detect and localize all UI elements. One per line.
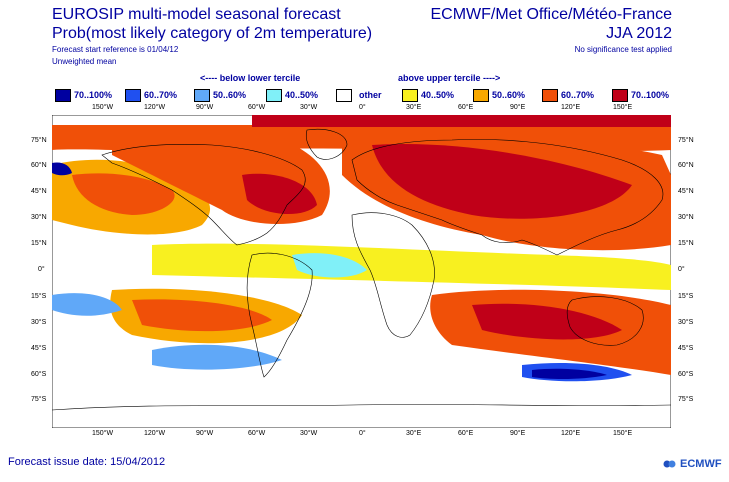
legend-swatch-below-40-50	[266, 89, 282, 102]
legend-label-below-40-50: 40..50%	[285, 90, 319, 100]
mean-type: Unweighted mean	[52, 57, 117, 66]
lat-label-left-75s: 75°S	[31, 396, 47, 403]
lat-label-left-15s: 15°S	[31, 293, 47, 300]
lon-label-bottom-90e: 90°E	[510, 430, 526, 437]
lon-label-top-150w: 150°W	[92, 104, 114, 111]
coast-australia	[566, 296, 644, 346]
lon-label-bottom-60w: 60°W	[248, 430, 266, 437]
lat-label-right-15s: 15°S	[678, 293, 694, 300]
forecast-start-ref: Forecast start reference is 01/04/12	[52, 45, 179, 54]
lon-label-bottom-30w: 30°W	[300, 430, 318, 437]
season-title: JJA 2012	[606, 25, 672, 42]
field-tropics-mild	[152, 243, 671, 290]
lon-label-top-150e: 150°E	[613, 104, 633, 111]
field-west-pacific-cold	[52, 293, 122, 316]
legend-label-above-70-100: 70..100%	[631, 90, 670, 100]
lon-label-top-90e: 90°E	[510, 104, 526, 111]
lat-label-right-60n: 60°N	[678, 162, 694, 169]
lat-label-left-75n: 75°N	[31, 137, 47, 144]
legend-label-below-60-70: 60..70%	[144, 90, 178, 100]
coast-greenland	[305, 128, 348, 160]
lon-label-top-90w: 90°W	[196, 104, 214, 111]
lon-label-top-30e: 30°E	[406, 104, 422, 111]
lat-label-left-30n: 30°N	[31, 214, 47, 221]
probability-fields	[52, 115, 671, 382]
ecmwf-logo-text: ECMWF	[680, 458, 722, 470]
legend-swatch-above-40-50	[402, 89, 418, 102]
lon-label-bottom-60e: 60°E	[458, 430, 474, 437]
lon-label-bottom-90w: 90°W	[196, 430, 214, 437]
lat-label-right-60s: 60°S	[678, 371, 694, 378]
coast-africa	[351, 212, 435, 338]
ecmwf-logo-icon	[663, 460, 676, 468]
lat-label-right-30n: 30°N	[678, 214, 694, 221]
lat-label-right-30s: 30°S	[678, 319, 694, 326]
lat-label-right-0: 0°	[678, 266, 685, 273]
lon-label-top-120w: 120°W	[144, 104, 166, 111]
lon-label-top-0: 0°	[359, 104, 366, 111]
field-south-indian-hot	[472, 303, 622, 340]
lat-label-right-75n: 75°N	[678, 137, 694, 144]
lat-label-left-60n: 60°N	[31, 162, 47, 169]
title-line-1: EUROSIP multi-model seasonal forecast	[52, 6, 341, 23]
field-southern-ocean-very-cold	[532, 368, 607, 380]
coast-north-america	[101, 144, 306, 246]
lat-label-right-45s: 45°S	[678, 345, 694, 352]
significance-note: No significance test applied	[574, 45, 672, 54]
coast-eurasia	[351, 139, 664, 256]
field-north-pacific-hot	[72, 173, 175, 215]
lon-label-bottom-120e: 120°E	[561, 430, 581, 437]
coast-south-america	[246, 252, 313, 378]
lat-label-left-60s: 60°S	[31, 371, 47, 378]
legend-swatch-below-70-100	[55, 89, 71, 102]
lat-label-right-75s: 75°S	[678, 396, 694, 403]
lat-label-left-15n: 15°N	[31, 240, 47, 247]
legend-swatch-below-50-60	[194, 89, 210, 102]
lon-label-top-60e: 60°E	[458, 104, 474, 111]
lat-label-right-15n: 15°N	[678, 240, 694, 247]
field-south-pacific-cold	[152, 344, 282, 370]
lon-label-bottom-150w: 150°W	[92, 430, 114, 437]
legend-label-below-70-100: 70..100%	[74, 90, 113, 100]
lon-label-top-120e: 120°E	[561, 104, 581, 111]
centres-title: ECMWF/Met Office/Météo-France	[430, 6, 672, 23]
forecast-issue-date: Forecast issue date: 15/04/2012	[8, 456, 166, 468]
legend-label-above-40-50: 40..50%	[421, 90, 455, 100]
field-bering-cold	[52, 162, 72, 176]
lon-label-bottom-150e: 150°E	[613, 430, 633, 437]
lon-label-top-30w: 30°W	[300, 104, 318, 111]
lat-label-left-30s: 30°S	[31, 319, 47, 326]
legend-label-above-60-70: 60..70%	[561, 90, 595, 100]
field-north-america-hot	[242, 173, 317, 215]
lon-label-bottom-30e: 30°E	[406, 430, 422, 437]
legend-swatch-below-60-70	[125, 89, 141, 102]
coast-antarctica	[52, 404, 671, 411]
lon-label-bottom-120w: 120°W	[144, 430, 166, 437]
lat-label-left-45s: 45°S	[31, 345, 47, 352]
legend-swatch-above-50-60	[473, 89, 489, 102]
field-atlantic-cold	[292, 253, 367, 278]
legend-swatch-other	[336, 89, 352, 102]
field-south-pacific-hot	[132, 299, 272, 332]
coastlines	[52, 128, 671, 411]
lat-label-right-45n: 45°N	[678, 188, 694, 195]
legend-swatch-above-70-100	[612, 89, 628, 102]
lat-label-left-45n: 45°N	[31, 188, 47, 195]
probability-map	[52, 115, 671, 428]
legend-swatch-above-60-70	[542, 89, 558, 102]
title-line-2: Prob(most likely category of 2m temperat…	[52, 25, 373, 42]
legend-label-above-50-60: 50..60%	[492, 90, 526, 100]
legend-above-heading: above upper tercile ---->	[398, 73, 501, 83]
field-eurasia-hot	[372, 144, 632, 219]
field-arctic-hot	[252, 115, 671, 127]
lon-label-top-60w: 60°W	[248, 104, 266, 111]
ecmwf-logo: ECMWF	[663, 458, 722, 470]
legend-label-below-50-60: 50..60%	[213, 90, 247, 100]
lat-label-left-0: 0°	[38, 266, 45, 273]
legend-label-other: other	[359, 90, 382, 100]
lon-label-bottom-0: 0°	[359, 430, 366, 437]
legend-below-heading: <---- below lower tercile	[200, 73, 301, 83]
